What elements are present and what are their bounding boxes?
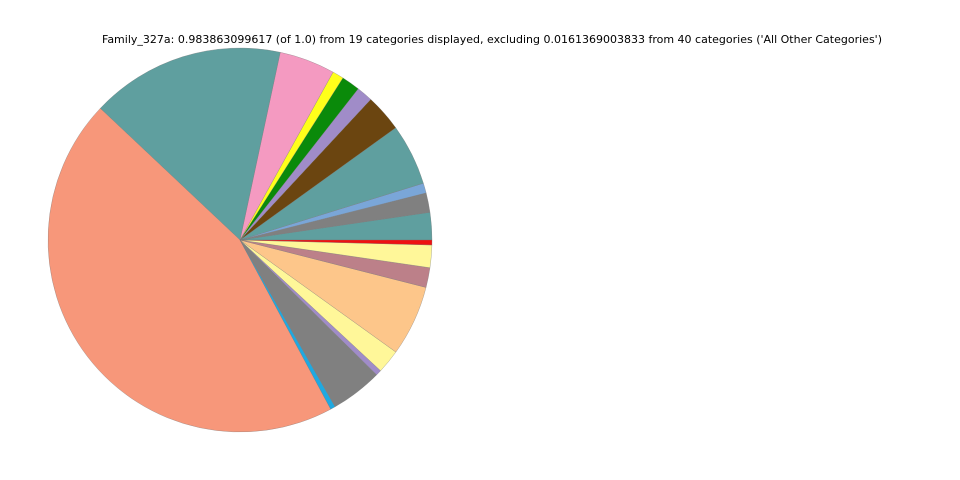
chart-title: Family_327a: 0.983863099617 (of 1.0) fro… [102,33,882,46]
pie-slice [100,47,281,241]
pie-slice [239,239,433,246]
pie-slice [47,108,331,433]
